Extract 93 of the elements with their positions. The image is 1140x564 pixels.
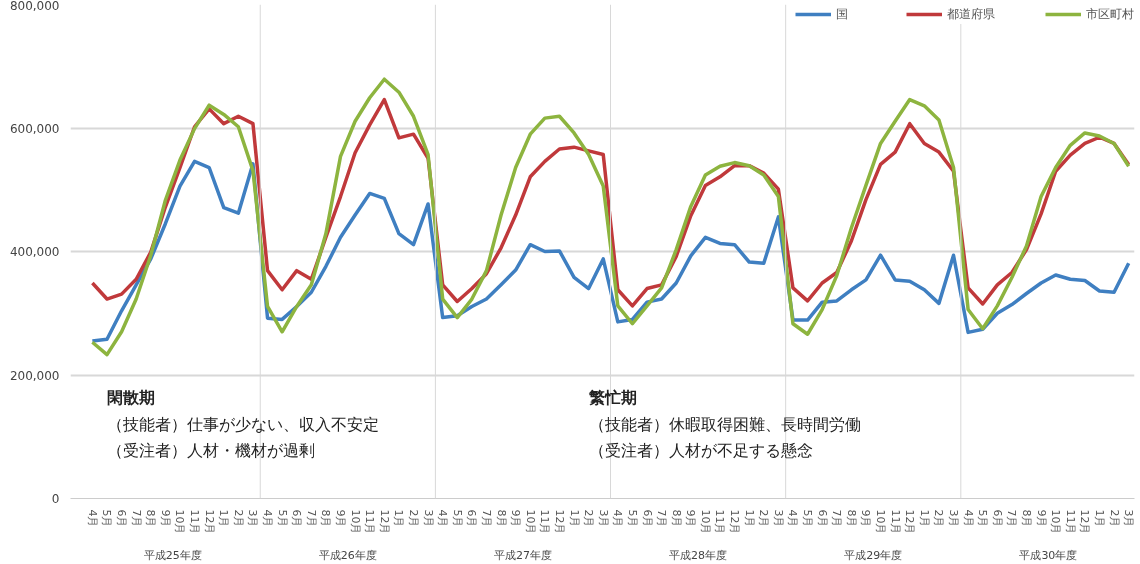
x-tick-label: 11月	[363, 509, 377, 535]
x-tick-label: 9月	[509, 509, 523, 528]
x-tick-label: 2月	[406, 509, 420, 528]
x-tick-label: 12月	[202, 509, 216, 535]
x-tick-label: 1月	[217, 509, 231, 528]
legend-label: 国	[836, 5, 849, 23]
x-tick-label: 1月	[917, 509, 931, 528]
text: 平成29年度	[844, 548, 903, 562]
x-tick-label: 10月	[173, 509, 187, 535]
x-tick-label: 1月	[742, 509, 756, 528]
x-tick-label: 9月	[684, 509, 698, 528]
y-tick-label: 0	[51, 492, 60, 506]
x-tick-label: 12月	[377, 509, 391, 535]
x-tick-label: 7月	[129, 509, 143, 528]
y-tick-label: 800,000	[9, 0, 60, 13]
x-tick-label: 10月	[1049, 509, 1063, 535]
x-tick-label: 9月	[1034, 509, 1048, 528]
x-tick-label: 10月	[698, 509, 712, 535]
x-tick-label: 4月	[786, 509, 800, 528]
text: 平成28年度	[669, 548, 728, 562]
x-tick-label: 8月	[844, 509, 858, 528]
x-tick-label: 5月	[801, 509, 815, 528]
x-tick-label: 2月	[231, 509, 245, 528]
x-tick-label: 9月	[158, 509, 172, 528]
x-tick-label: 11月	[188, 509, 202, 535]
x-tick-label: 7月	[479, 509, 493, 528]
text: 平成27年度	[493, 548, 552, 562]
x-tick-label: 11月	[1063, 509, 1077, 535]
x-tick-label: 12月	[552, 509, 566, 535]
x-tick-label: 1月	[392, 509, 406, 528]
x-tick-label: 10月	[523, 509, 537, 535]
x-tick-label: 12月	[903, 509, 917, 535]
x-tick-label: 6月	[465, 509, 479, 528]
x-tick-label: 12月	[1078, 509, 1092, 535]
x-tick-label: 9月	[334, 509, 348, 528]
text: 平成26年度	[318, 548, 377, 562]
legend-label: 都道府県	[947, 5, 995, 23]
x-tick-label: 3月	[947, 509, 961, 528]
annotation: 繁忙期	[587, 388, 637, 408]
legend-label: 市区町村	[1086, 5, 1134, 23]
x-tick-label: 5月	[100, 509, 114, 528]
x-tick-label: 7月	[655, 509, 669, 528]
x-tick-label: 10月	[874, 509, 888, 535]
x-tick-label: 12月	[728, 509, 742, 535]
x-tick-label: 9月	[859, 509, 873, 528]
x-tick-label: 5月	[275, 509, 289, 528]
annotation: （受注者）人材が不足する懸念	[588, 441, 813, 461]
x-tick-label: 2月	[757, 509, 771, 528]
x-tick-label: 8月	[669, 509, 683, 528]
x-tick-label: 6月	[115, 509, 129, 528]
x-tick-label: 7月	[1005, 509, 1019, 528]
annotation: （技能者）仕事が少ない、収入不安定	[106, 414, 379, 434]
x-tick-label: 3月	[246, 509, 260, 528]
line-series	[90, 77, 1131, 357]
y-tick-label: 400,000	[9, 245, 60, 259]
text: 平成25年度	[143, 548, 202, 562]
x-tick-label: 1月	[1092, 509, 1106, 528]
annotation: （技能者）休暇取得困難、長時間労働	[588, 414, 861, 434]
x-tick-label: 6月	[290, 509, 304, 528]
x-tick-label: 4月	[261, 509, 275, 528]
x-tick-label: 6月	[640, 509, 654, 528]
x-tick-label: 11月	[888, 509, 902, 535]
x-tick-label: 8月	[144, 509, 158, 528]
x-tick-label: 1月	[567, 509, 581, 528]
text: 平成30年度	[1019, 548, 1078, 562]
x-tick-label: 7月	[304, 509, 318, 528]
x-tick-label: 3月	[596, 509, 610, 528]
x-tick-label: 8月	[494, 509, 508, 528]
x-tick-label: 2月	[1107, 509, 1121, 528]
x-tick-label: 5月	[976, 509, 990, 528]
annotation: （受注者）人材・機材が過剰	[106, 441, 315, 461]
x-tick-label: 4月	[961, 509, 975, 528]
x-tick-label: 3月	[1122, 509, 1136, 528]
x-tick-label: 4月	[436, 509, 450, 528]
annotation: 閑散期	[106, 388, 155, 408]
x-tick-label: 5月	[450, 509, 464, 528]
x-tick-label: 7月	[830, 509, 844, 528]
x-tick-label: 5月	[625, 509, 639, 528]
x-tick-label: 11月	[713, 509, 727, 535]
x-tick-label: 10月	[348, 509, 362, 535]
x-tick-label: 8月	[319, 509, 333, 528]
x-tick-label: 3月	[421, 509, 435, 528]
x-tick-label: 11月	[538, 509, 552, 535]
y-tick-label: 600,000	[9, 121, 60, 136]
x-tick-label: 8月	[1019, 509, 1033, 528]
x-tick-label: 2月	[582, 509, 596, 528]
x-tick-label: 6月	[815, 509, 829, 528]
x-tick-label: 3月	[771, 509, 785, 528]
x-tick-label: 4月	[611, 509, 625, 528]
x-tick-label: 4月	[85, 509, 99, 528]
x-tick-label: 6月	[990, 509, 1004, 528]
x-tick-label: 2月	[932, 509, 946, 528]
y-tick-label: 200,000	[9, 368, 60, 383]
